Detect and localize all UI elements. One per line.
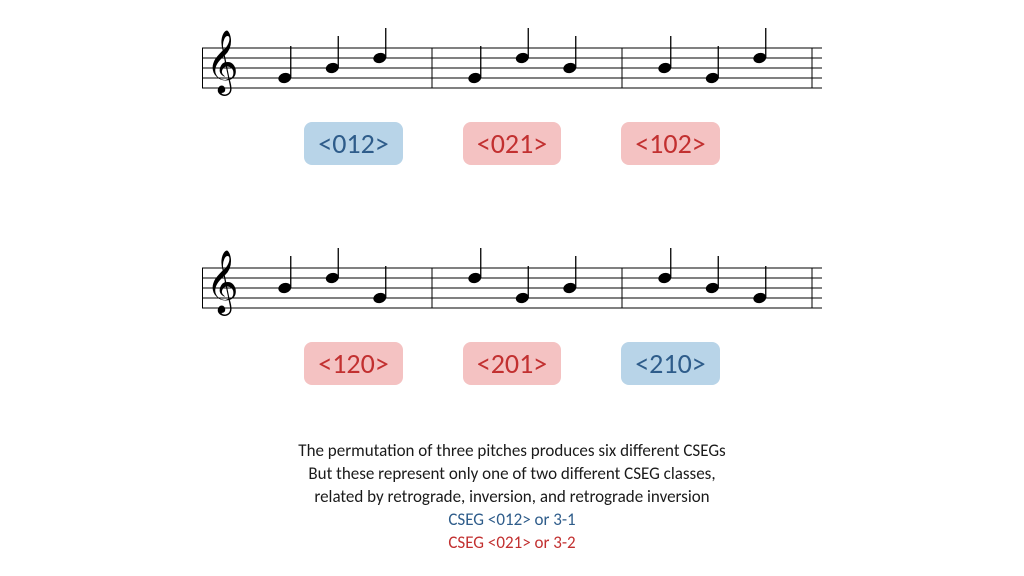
cseg-label: <120> (304, 342, 402, 385)
cseg-label: <012> (304, 122, 402, 165)
label-row-2: <120> <201> <210> (0, 342, 1024, 385)
caption-block: The permutation of three pitches produce… (0, 440, 1024, 555)
staff-row-1: 𝄞 (202, 28, 822, 113)
svg-text:𝄞: 𝄞 (206, 251, 239, 316)
cseg-label: <201> (463, 342, 561, 385)
label-row-1: <012> <021> <102> (0, 122, 1024, 165)
cseg-label: <210> (621, 342, 719, 385)
caption-line: But these represent only one of two diff… (0, 463, 1024, 486)
svg-text:𝄞: 𝄞 (206, 31, 239, 96)
caption-line: The permutation of three pitches produce… (0, 440, 1024, 463)
cseg-label: <021> (463, 122, 561, 165)
caption-line: related by retrograde, inversion, and re… (0, 486, 1024, 509)
staff-row-2: 𝄞 (202, 248, 822, 333)
cseg-label: <102> (621, 122, 719, 165)
caption-line: CSEG <012> or 3-1 (0, 509, 1024, 532)
caption-line: CSEG <021> or 3-2 (0, 532, 1024, 555)
